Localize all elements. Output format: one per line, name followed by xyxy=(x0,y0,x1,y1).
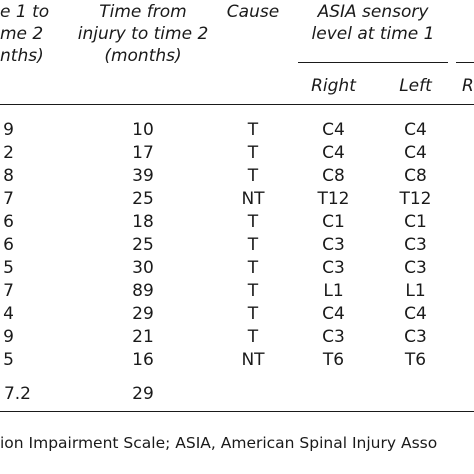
cell-right: C4 xyxy=(322,304,345,324)
header-time-line1: Time from xyxy=(99,2,187,22)
cell-time: 25 xyxy=(132,189,154,209)
header-asia-line1: ASIA sensory xyxy=(317,2,429,22)
cell-time: 18 xyxy=(132,212,154,232)
header-time-line3: (months) xyxy=(104,46,182,66)
cell-col0: 9 xyxy=(3,120,14,140)
cell-cause: T xyxy=(247,304,259,324)
cell-col0: 5 xyxy=(3,258,14,278)
header-group-rule xyxy=(298,62,448,63)
header-time-line2: injury to time 2 xyxy=(77,24,209,44)
cell-time: 29 xyxy=(132,304,154,324)
cell-right: L1 xyxy=(323,281,344,301)
header-sub-right: Right xyxy=(311,76,356,96)
header-bottom-rule xyxy=(0,104,474,105)
cell-cause: T xyxy=(247,143,259,163)
cell-col0: 8 xyxy=(3,166,14,186)
cell-time: 25 xyxy=(132,235,154,255)
cell-col0: 7 xyxy=(3,281,14,301)
cell-time: 30 xyxy=(132,258,154,278)
cell-left: C3 xyxy=(404,258,427,278)
cell-left: C3 xyxy=(404,235,427,255)
cell-right: C3 xyxy=(322,327,345,347)
cell-left: C8 xyxy=(404,166,427,186)
cell-left: L1 xyxy=(405,281,426,301)
cell-col0: 6 xyxy=(3,235,14,255)
cell-left: C4 xyxy=(404,143,427,163)
cell-time: 39 xyxy=(132,166,154,186)
table-bottom-rule xyxy=(0,411,474,412)
cell-right: C3 xyxy=(322,258,345,278)
cell-right: C4 xyxy=(322,143,345,163)
cell-col0: 9 xyxy=(3,327,14,347)
cell-left: C3 xyxy=(404,327,427,347)
cell-cause: NT xyxy=(241,350,265,370)
cell-cause: T xyxy=(247,212,259,232)
header-col0-line2: me 2 xyxy=(0,24,44,44)
header-cause: Cause xyxy=(226,2,280,22)
cell-col0: 6 xyxy=(3,212,14,232)
cell-time: 21 xyxy=(132,327,154,347)
cell-right: C8 xyxy=(322,166,345,186)
header-sub-partial: R xyxy=(462,76,474,96)
cell-cause: T xyxy=(247,166,259,186)
cell-time: 10 xyxy=(132,120,154,140)
cell-cause: T xyxy=(247,281,259,301)
cell-cause: T xyxy=(247,327,259,347)
cell-cause: T xyxy=(247,258,259,278)
header-sub-left: Left xyxy=(399,76,432,96)
cell-cause: NT xyxy=(241,189,265,209)
cell-col0: 7 xyxy=(3,189,14,209)
cell-cause: T xyxy=(247,235,259,255)
cell-left: C1 xyxy=(404,212,427,232)
cell-col0: 4 xyxy=(3,304,14,324)
cell-left: C4 xyxy=(404,120,427,140)
header-col0-line3: nths) xyxy=(0,46,44,66)
cell-left: C4 xyxy=(404,304,427,324)
cell-time: 89 xyxy=(132,281,154,301)
header-asia-line2: level at time 1 xyxy=(311,24,435,44)
cell-col0: 5 xyxy=(3,350,14,370)
cell-col0: 2 xyxy=(3,143,14,163)
cell-right: C3 xyxy=(322,235,345,255)
cell-left: T6 xyxy=(404,350,427,370)
header-group-rule-next xyxy=(456,62,474,63)
cell-right: T12 xyxy=(317,189,350,209)
cell-time: 17 xyxy=(132,143,154,163)
cell-right: C1 xyxy=(322,212,345,232)
cell-time: 16 xyxy=(132,350,154,370)
cell-cause: T xyxy=(247,120,259,140)
summary-col0: 7.2 xyxy=(3,384,31,404)
table-footnote: ion Impairment Scale; ASIA, American Spi… xyxy=(0,434,438,452)
cell-right: C4 xyxy=(322,120,345,140)
cell-left: T12 xyxy=(399,189,432,209)
header-col0-line1: e 1 to xyxy=(0,2,50,22)
summary-time: 29 xyxy=(132,384,154,404)
cell-right: T6 xyxy=(322,350,345,370)
